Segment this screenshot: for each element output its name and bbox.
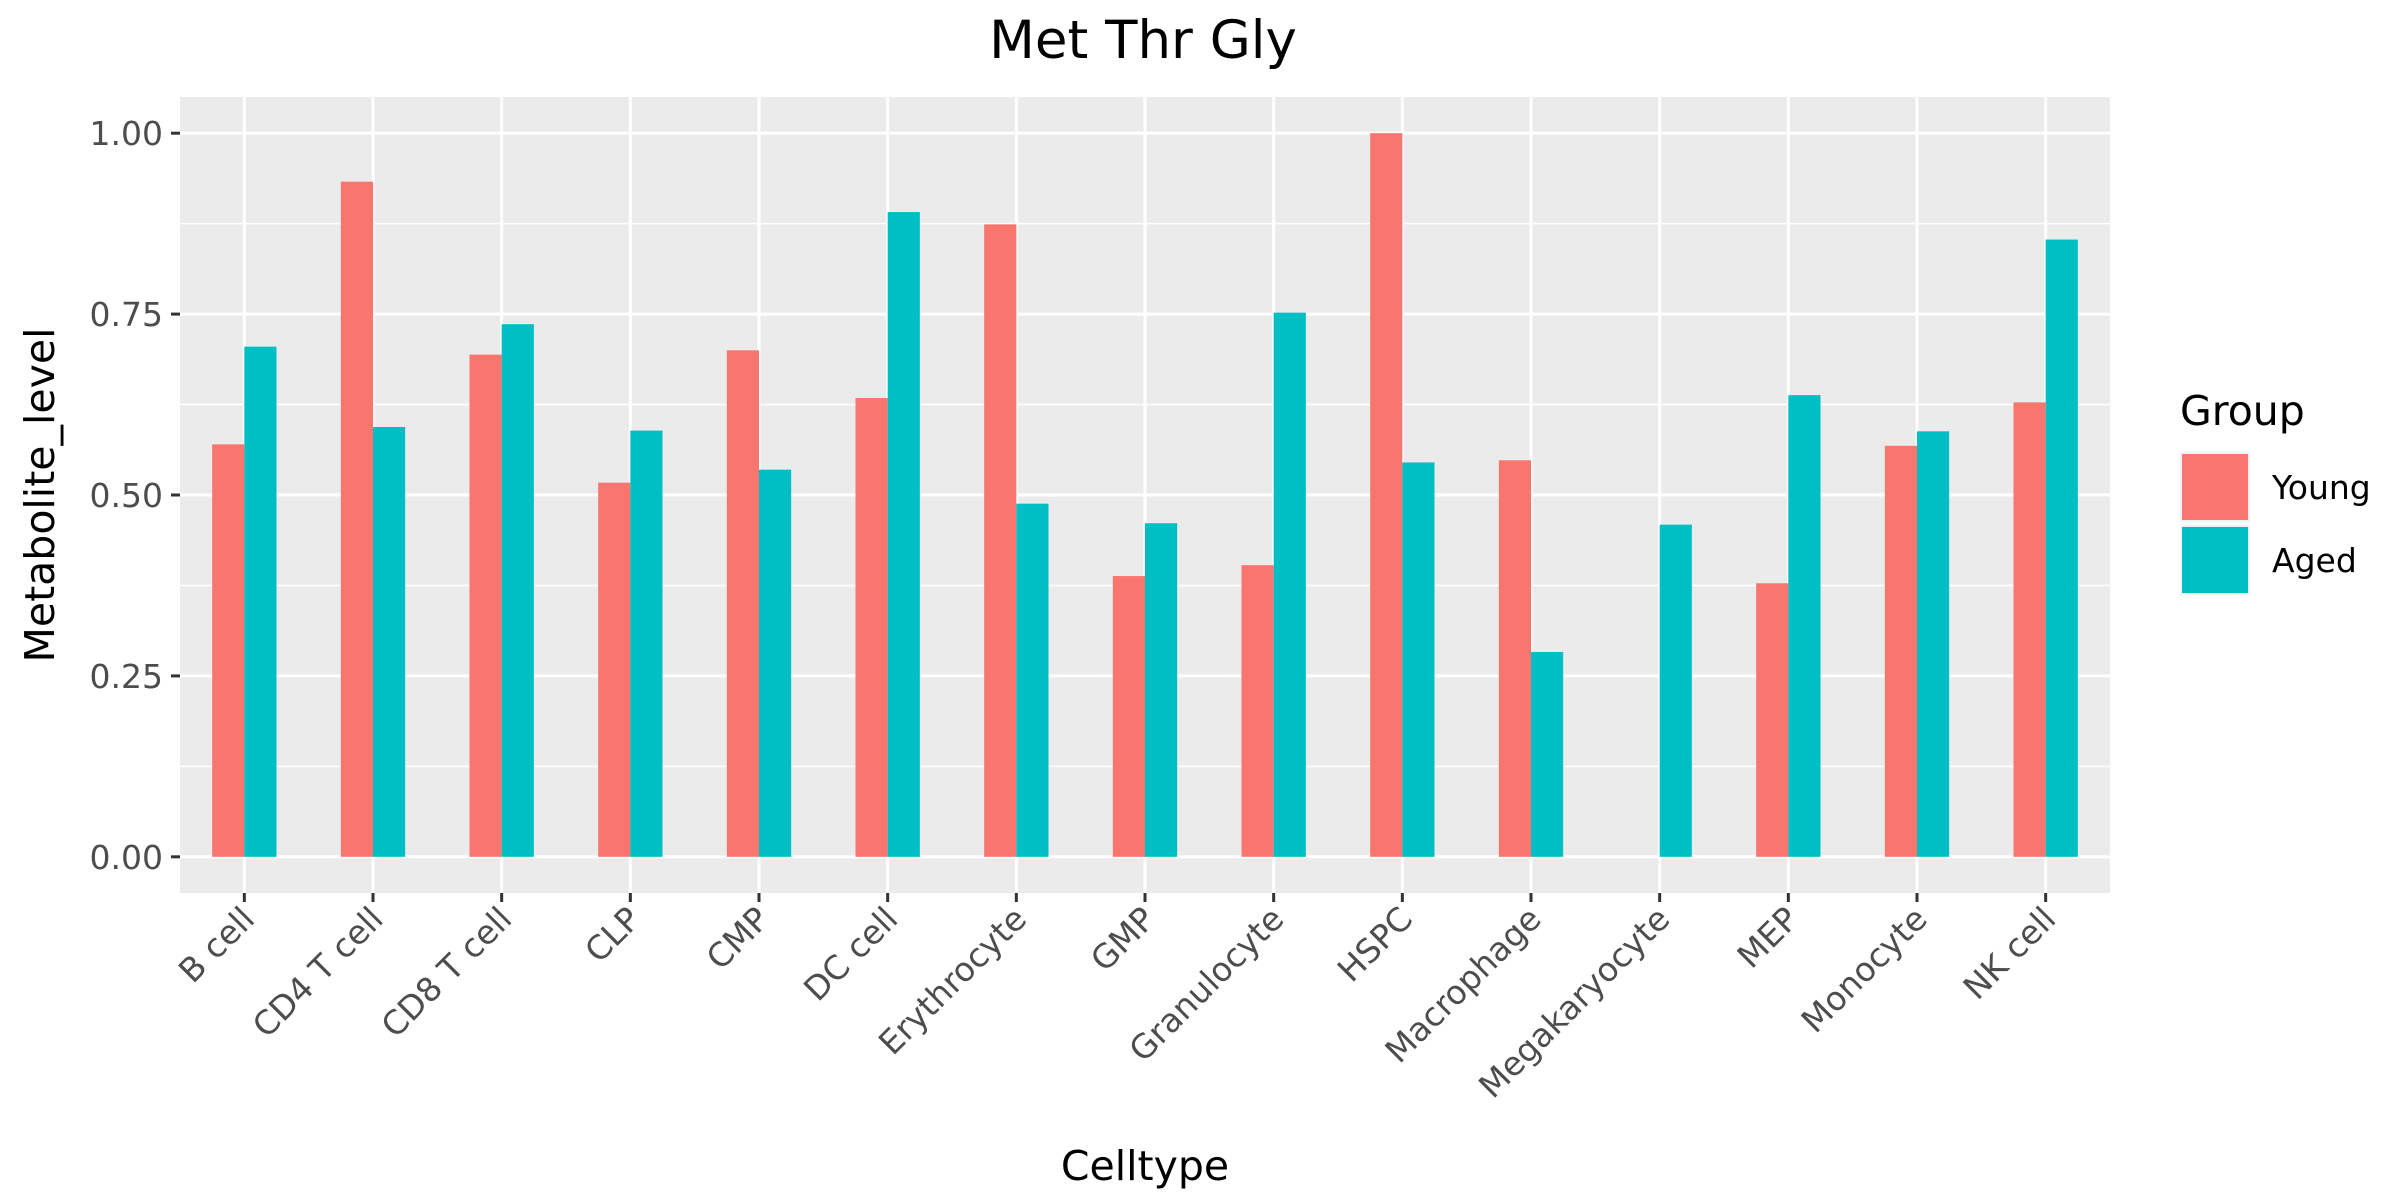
y-tick-label: 0.75	[90, 295, 163, 334]
legend-label-young: Young	[2271, 468, 2371, 507]
x-tick-label: CD8 T cell	[373, 899, 519, 1045]
bar-aged	[2045, 239, 2078, 857]
bar-aged	[1659, 524, 1692, 857]
bar-aged	[1531, 652, 1564, 857]
bar-aged	[373, 426, 406, 857]
bar-young	[1756, 583, 1789, 857]
y-tick-label: 0.00	[90, 838, 163, 877]
x-tick-label: MEP	[1729, 899, 1806, 976]
bar-aged	[1917, 431, 1950, 857]
legend-swatch-aged	[2182, 527, 2248, 593]
y-axis-title: Metabolite_level	[16, 328, 64, 663]
legend: Group Young Aged	[2180, 387, 2371, 595]
x-tick-label: NK cell	[1955, 899, 2063, 1007]
bar-young	[1241, 565, 1274, 857]
bar-young	[598, 482, 631, 857]
x-tick-label: GMP	[1083, 899, 1163, 979]
bars	[212, 133, 2078, 857]
bar-aged	[244, 346, 277, 857]
bar-aged	[1273, 312, 1306, 857]
bar-aged	[630, 430, 663, 857]
x-tick-label: HSPC	[1330, 899, 1420, 989]
bar-young	[1370, 133, 1403, 857]
y-tick-label: 0.50	[90, 476, 163, 515]
legend-label-aged: Aged	[2272, 541, 2357, 580]
chart-title: Met Thr Gly	[989, 10, 1297, 71]
bar-young	[855, 398, 888, 857]
x-tick-label: B cell	[171, 899, 262, 990]
x-axis-title: Celltype	[1061, 1142, 1229, 1190]
y-axis: 0.00 0.25 0.50 0.75 1.00	[90, 114, 180, 877]
x-tick-label: CD4 T cell	[245, 899, 391, 1045]
bar-young	[469, 354, 502, 857]
bar-aged	[501, 324, 534, 857]
x-tick-label: CLP	[577, 899, 648, 970]
legend-swatch-young	[2182, 454, 2248, 520]
bar-aged	[759, 469, 792, 857]
x-tick-label: DC cell	[796, 899, 905, 1008]
bar-aged	[1402, 462, 1435, 857]
bar-young	[726, 350, 759, 857]
bar-young	[212, 444, 245, 857]
bar-aged	[1145, 523, 1178, 857]
bar-young	[984, 224, 1017, 857]
legend-title: Group	[2180, 387, 2305, 435]
x-tick-label: Monocyte	[1793, 899, 1934, 1040]
bar-young	[1112, 576, 1145, 857]
bar-aged	[1788, 395, 1821, 857]
bar-young	[1884, 445, 1917, 857]
x-tick-label: CMP	[699, 899, 777, 977]
bar-young	[340, 181, 373, 857]
bar-aged	[1016, 503, 1049, 857]
bar-aged	[887, 212, 920, 857]
y-tick-label: 0.25	[90, 657, 163, 696]
bar-young	[1498, 460, 1531, 857]
y-tick-label: 1.00	[90, 114, 163, 153]
bar-young	[2013, 402, 2046, 857]
